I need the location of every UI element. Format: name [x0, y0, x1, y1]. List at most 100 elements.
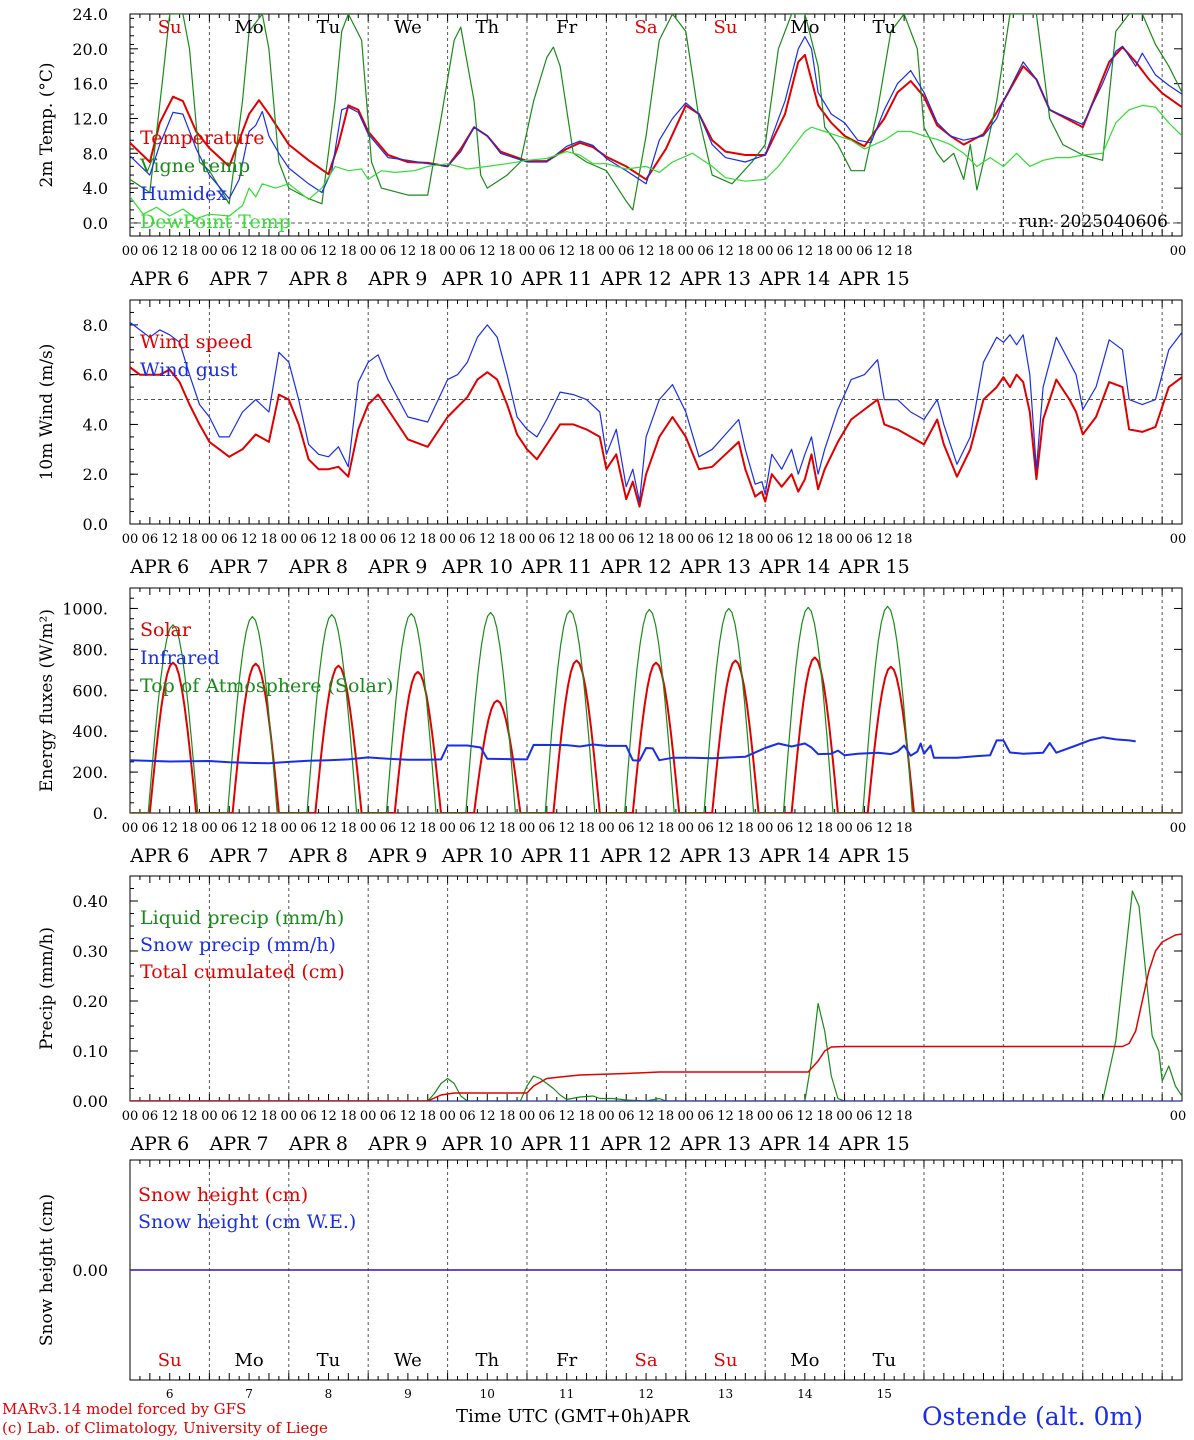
day-name: Tu: [317, 17, 341, 38]
hour-tick-label: 18: [658, 244, 675, 259]
hour-tick-label: 06: [777, 532, 794, 547]
plot-frame: [129, 13, 1183, 237]
station-name: Ostende (alt. 0m): [922, 1402, 1143, 1431]
hour-tick-label: 00: [678, 244, 695, 259]
hour-tick-label: 12: [797, 244, 814, 259]
date-label: APR 11: [520, 1133, 592, 1155]
series-line-lightgreen: [130, 104, 1182, 220]
hour-tick-label: 12: [558, 244, 575, 259]
hour-tick-label: 18: [816, 1109, 833, 1124]
day-name: Mo: [790, 1350, 819, 1371]
date-label: APR 9: [367, 268, 427, 290]
y-tick-label: 20.0: [72, 40, 108, 59]
date-number: 7: [245, 1387, 253, 1401]
hour-tick-label: 18: [737, 244, 754, 259]
legend-entry: Liquid precip (mm/h): [140, 907, 344, 929]
legend-entry: Wind gust: [140, 359, 238, 381]
date-label: APR 9: [367, 1133, 427, 1155]
hour-tick-label: 12: [241, 821, 258, 836]
hour-tick-label: 06: [618, 532, 635, 547]
y-tick-label: 16.0: [72, 75, 108, 94]
hour-tick-label: 12: [161, 244, 178, 259]
hour-tick-label: 00: [360, 821, 377, 836]
plot-frame: [129, 587, 1183, 814]
date-label: APR 8: [288, 268, 348, 290]
hour-tick-label: 06: [618, 821, 635, 836]
hour-tick-label: 06: [618, 1109, 635, 1124]
hour-tick-label: 00: [122, 244, 139, 259]
date-label: APR 6: [129, 268, 189, 290]
hour-tick-label: 00: [519, 244, 536, 259]
hour-tick-label: 18: [181, 532, 198, 547]
hour-tick-label: 06: [856, 821, 873, 836]
hour-tick-label: 12: [638, 244, 655, 259]
date-number: 13: [718, 1387, 733, 1401]
hour-tick-label: 18: [181, 244, 198, 259]
hour-tick-label: 18: [499, 1109, 516, 1124]
y-tick-label: 0.20: [72, 992, 108, 1011]
hour-tick-label: 12: [400, 244, 417, 259]
y-axis-label: Energy fluxes (W/m²): [37, 609, 57, 792]
panel-wind: 0.0 2.0 4.0 6.0 8.0 10m Wind (m/s) Wind speed W…: [37, 299, 1186, 578]
hour-tick-label: 18: [737, 821, 754, 836]
hour-tick-label: 18: [499, 821, 516, 836]
hour-tick-label: 06: [380, 532, 397, 547]
hour-tick-label: 06: [380, 821, 397, 836]
hour-tick-label: 18: [896, 244, 913, 259]
hour-tick-label: 00: [598, 1109, 615, 1124]
y-axis-label: 2m Temp. (°C): [37, 62, 57, 187]
y-tick-label: 600.: [72, 681, 108, 700]
hour-tick-label: 12: [717, 244, 734, 259]
series-line-red: [130, 656, 1182, 813]
hour-tick-label: 00: [360, 244, 377, 259]
hour-tick-label: 00: [122, 1109, 139, 1124]
hour-tick-label: 18: [896, 821, 913, 836]
hour-tick-label: 00: [836, 821, 853, 836]
hour-tick-label: 06: [777, 1109, 794, 1124]
hour-tick-label: 12: [717, 821, 734, 836]
hour-tick-label: 00: [122, 532, 139, 547]
hour-tick-label: 00: [598, 821, 615, 836]
day-name: Tu: [317, 1350, 341, 1371]
hour-tick-label: 12: [161, 532, 178, 547]
hour-tick-label: 18: [340, 1109, 357, 1124]
hour-tick-label: 00: [598, 532, 615, 547]
hour-tick-label: 12: [558, 821, 575, 836]
legend-entry: Snow height (cm): [138, 1184, 308, 1206]
date-number: 14: [797, 1387, 813, 1401]
model-credit-line1: MARv3.14 model forced by GFS: [2, 1400, 247, 1418]
y-tick-label: 0.0: [83, 515, 108, 534]
hour-tick-label: 18: [499, 244, 516, 259]
legend-entry: Humidex: [140, 183, 227, 205]
y-tick-label: 1000.: [62, 599, 108, 618]
hour-tick-label: 00: [519, 532, 536, 547]
hour-tick-label: 12: [638, 532, 655, 547]
hour-tick-label: 06: [459, 1109, 476, 1124]
run-label: run: 2025040606: [1019, 212, 1168, 232]
hour-tick-label: 06: [539, 1109, 556, 1124]
hour-tick-label: 00: [439, 1109, 456, 1124]
hour-tick-label: 18: [896, 532, 913, 547]
date-number: 15: [877, 1387, 892, 1401]
hour-tick-label: 06: [856, 532, 873, 547]
day-name: Mo: [790, 17, 819, 38]
hour-tick-label: 06: [697, 1109, 714, 1124]
date-label: APR 12: [600, 268, 672, 290]
hour-tick-label: 06: [539, 532, 556, 547]
hour-tick-label: 00: [122, 821, 139, 836]
legend-entry: Snow height (cm W.E.): [138, 1211, 356, 1233]
date-label: APR 15: [838, 1133, 910, 1155]
date-label: APR 11: [520, 556, 592, 578]
hour-tick-label: 12: [717, 532, 734, 547]
hour-tick-label: 12: [558, 1109, 575, 1124]
hour-tick-label: 00: [678, 821, 695, 836]
hour-tick-label: 18: [340, 532, 357, 547]
day-name: Tu: [872, 1350, 896, 1371]
y-tick-label: 0.: [93, 804, 108, 823]
y-tick-label: 0.30: [72, 942, 108, 961]
date-label: APR 6: [129, 1133, 189, 1155]
hour-tick-label: 06: [539, 244, 556, 259]
hour-tick-label: 00: [836, 532, 853, 547]
hour-tick-label: 18: [419, 244, 436, 259]
hour-tick-label: 06: [221, 532, 238, 547]
